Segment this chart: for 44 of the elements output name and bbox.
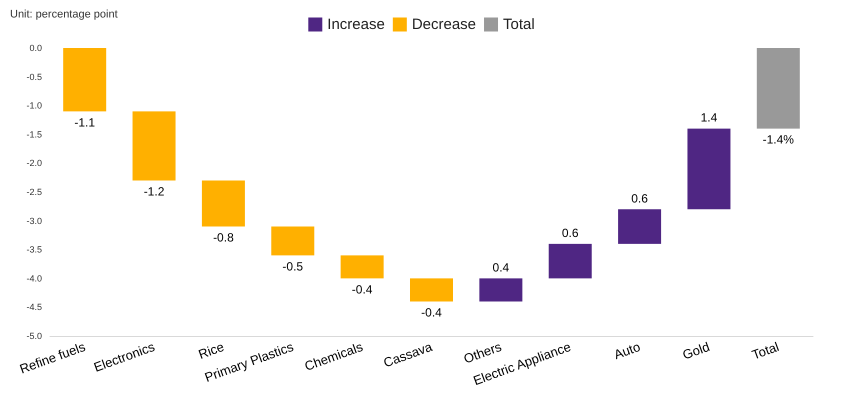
bar [687, 128, 730, 210]
data-label: 0.6 [562, 226, 579, 240]
x-tick-label: Auto [612, 338, 642, 362]
x-tick-label: Others [462, 338, 504, 366]
x-tick-label: Rice [196, 338, 226, 362]
x-tick-label: Total [750, 338, 781, 362]
data-label: 1.4 [700, 110, 718, 125]
bar [479, 278, 522, 302]
y-tick-label: -1.5 [26, 129, 42, 140]
bar [271, 226, 314, 256]
data-label: -1.2 [144, 184, 165, 198]
x-tick-label: Cassava [381, 338, 435, 370]
x-tick-label: Gold [680, 338, 712, 362]
y-tick-label: 0.0 [29, 43, 42, 53]
y-tick-label: -0.5 [26, 72, 42, 82]
bar [548, 244, 592, 278]
y-tick-label: -1.0 [26, 100, 42, 111]
bar [340, 255, 384, 278]
bar [756, 48, 800, 129]
legend-label: Increase [327, 16, 385, 33]
data-label: -1.1 [74, 115, 96, 130]
legend-label: Decrease [412, 16, 476, 33]
bar [63, 48, 106, 112]
data-label: -0.4 [421, 305, 442, 320]
x-tick-label: Refine fuels [18, 338, 88, 377]
data-label: -0.4 [352, 282, 373, 296]
bar [202, 180, 245, 227]
data-label: -1.4% [762, 132, 794, 147]
y-tick-label: -3.0 [26, 216, 42, 226]
bar [132, 111, 176, 180]
legend-label: Total [503, 16, 535, 33]
data-label: 0.6 [631, 191, 648, 206]
y-tick-label: -3.5 [26, 244, 42, 255]
y-tick-label: -5.0 [26, 331, 42, 341]
data-label: -0.5 [282, 259, 304, 274]
text: Unit: percentage point [10, 8, 118, 20]
bar [410, 278, 454, 302]
data-label: 0.4 [492, 260, 510, 274]
y-tick-label: -4.5 [26, 302, 42, 312]
y-tick-label: -2.0 [26, 158, 42, 168]
data-label: -0.8 [213, 230, 234, 245]
y-tick-label: -2.5 [26, 187, 42, 197]
y-tick-label: -4.0 [26, 273, 42, 284]
bar [618, 209, 662, 244]
